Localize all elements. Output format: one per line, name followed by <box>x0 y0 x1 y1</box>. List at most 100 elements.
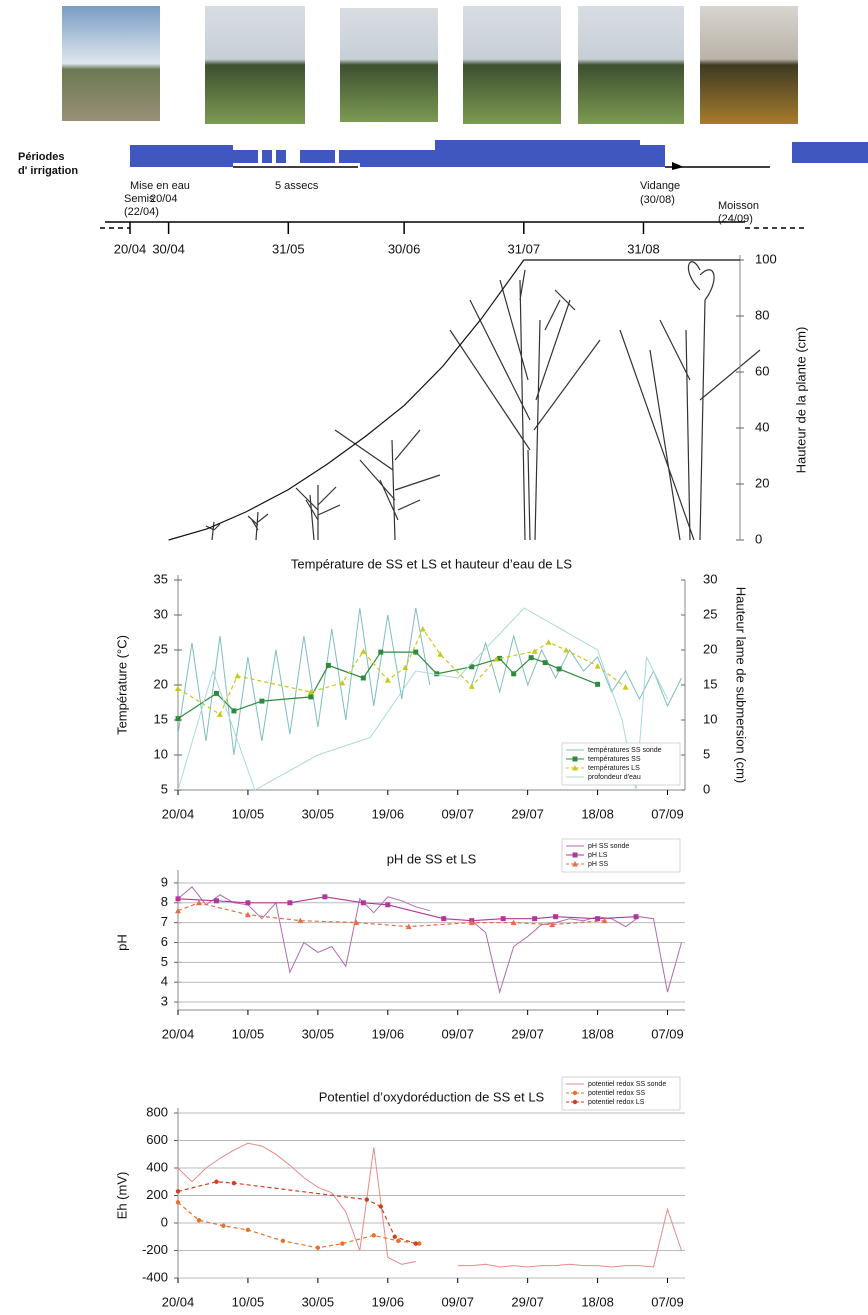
y-tick-label: 4 <box>161 974 168 989</box>
marker <box>396 1238 401 1244</box>
marker <box>622 684 629 690</box>
chart-title: Potentiel d’oxydoréduction de SS et LS <box>319 1089 545 1104</box>
x-tick-label: 20/04 <box>162 1026 195 1041</box>
marker <box>287 900 293 906</box>
marker <box>378 1204 383 1209</box>
y-tick-label: -400 <box>142 1269 168 1284</box>
marker <box>572 1090 578 1096</box>
marker <box>633 914 639 920</box>
marker <box>531 648 538 654</box>
series-line <box>177 607 682 756</box>
x-tick-label: 07/09 <box>651 1294 684 1309</box>
x-tick-label: 29/07 <box>511 1026 544 1041</box>
marker <box>595 681 601 687</box>
marker <box>528 655 534 661</box>
x-tick-label: 30/06 <box>388 241 421 256</box>
y-tick-label: 7 <box>161 914 168 929</box>
marker <box>360 648 367 654</box>
marker <box>322 894 328 900</box>
marker <box>360 675 366 681</box>
y-tick-label: 8 <box>161 894 168 909</box>
x-tick-label: 18/08 <box>581 806 614 821</box>
series-line <box>177 651 598 720</box>
marker <box>572 852 578 858</box>
marker <box>594 663 601 669</box>
y2-tick-label: 0 <box>703 781 710 796</box>
legend-label: potentiel redox SS <box>588 1090 646 1097</box>
y2-tick-label: 5 <box>703 746 710 761</box>
x-tick-label: 07/09 <box>651 806 684 821</box>
marker <box>510 919 517 926</box>
timeline-annotation: Moisson <box>718 200 759 212</box>
marker <box>405 923 412 930</box>
x-tick-label: 18/08 <box>581 1294 614 1309</box>
y2-tick-label: 20 <box>703 641 717 656</box>
marker <box>500 916 506 922</box>
marker <box>434 671 440 677</box>
y2-tick-label: 25 <box>703 606 717 621</box>
y-axis-label: Hauteur de la plante (cm) <box>793 327 808 474</box>
timeline-annotation: (30/08) <box>640 194 675 206</box>
marker <box>497 655 503 661</box>
legend-label: potentiel redox LS <box>588 1099 645 1106</box>
marker <box>175 685 181 691</box>
marker <box>392 1234 397 1239</box>
marker <box>419 626 426 632</box>
marker <box>511 671 517 677</box>
y-tick-label: 200 <box>146 1187 168 1202</box>
x-tick-label: 10/05 <box>232 806 265 821</box>
legend-label: pH SS <box>588 861 609 868</box>
marker <box>231 1180 237 1186</box>
marker <box>231 708 237 714</box>
y2-axis-label: Hauteur lame de submersion (cm) <box>734 587 749 784</box>
marker <box>556 666 562 672</box>
x-tick-label: 09/07 <box>441 1026 474 1041</box>
marker <box>245 900 251 906</box>
timeline-annotation: (24/09) <box>718 213 753 225</box>
timeline-annotation: 5 assecs <box>275 180 319 192</box>
marker <box>371 1233 377 1238</box>
x-tick-label: 10/05 <box>232 1294 265 1309</box>
y-tick-label: 5 <box>161 781 168 796</box>
y-tick-label: 60 <box>755 363 769 378</box>
marker <box>545 639 552 645</box>
x-tick-label: 10/05 <box>232 1026 265 1041</box>
marker <box>307 689 314 695</box>
marker <box>175 907 181 914</box>
marker <box>216 711 223 717</box>
marker <box>417 1241 422 1246</box>
y-tick-label: 15 <box>154 711 168 726</box>
series-line <box>177 1201 420 1249</box>
marker <box>175 716 181 722</box>
y-tick-label: 600 <box>146 1132 168 1147</box>
x-tick-label: 20/04 <box>162 1294 195 1309</box>
y-tick-label: 20 <box>154 676 168 691</box>
marker <box>259 698 265 704</box>
marker <box>384 677 391 683</box>
y2-tick-label: 15 <box>703 676 717 691</box>
marker <box>360 900 366 906</box>
x-tick-label: 29/07 <box>511 1294 544 1309</box>
marker <box>213 898 219 904</box>
series-line <box>168 259 740 541</box>
marker <box>402 664 409 670</box>
marker <box>385 902 391 908</box>
marker <box>493 656 500 662</box>
y-tick-label: 20 <box>755 475 769 490</box>
marker <box>542 660 548 666</box>
marker <box>378 649 384 655</box>
x-tick-label: 30/05 <box>302 806 335 821</box>
y-tick-label: 10 <box>154 746 168 761</box>
legend-label: températures LS <box>588 765 640 772</box>
timeline-annotation: (22/04) <box>124 206 159 218</box>
marker <box>339 679 346 686</box>
marker <box>595 916 601 922</box>
legend-label: températures SS <box>588 756 641 763</box>
marker <box>468 919 475 926</box>
x-tick-label: 09/07 <box>441 806 474 821</box>
marker <box>572 861 578 867</box>
marker <box>532 916 538 922</box>
x-tick-label: 31/08 <box>627 241 660 256</box>
marker <box>437 651 444 657</box>
